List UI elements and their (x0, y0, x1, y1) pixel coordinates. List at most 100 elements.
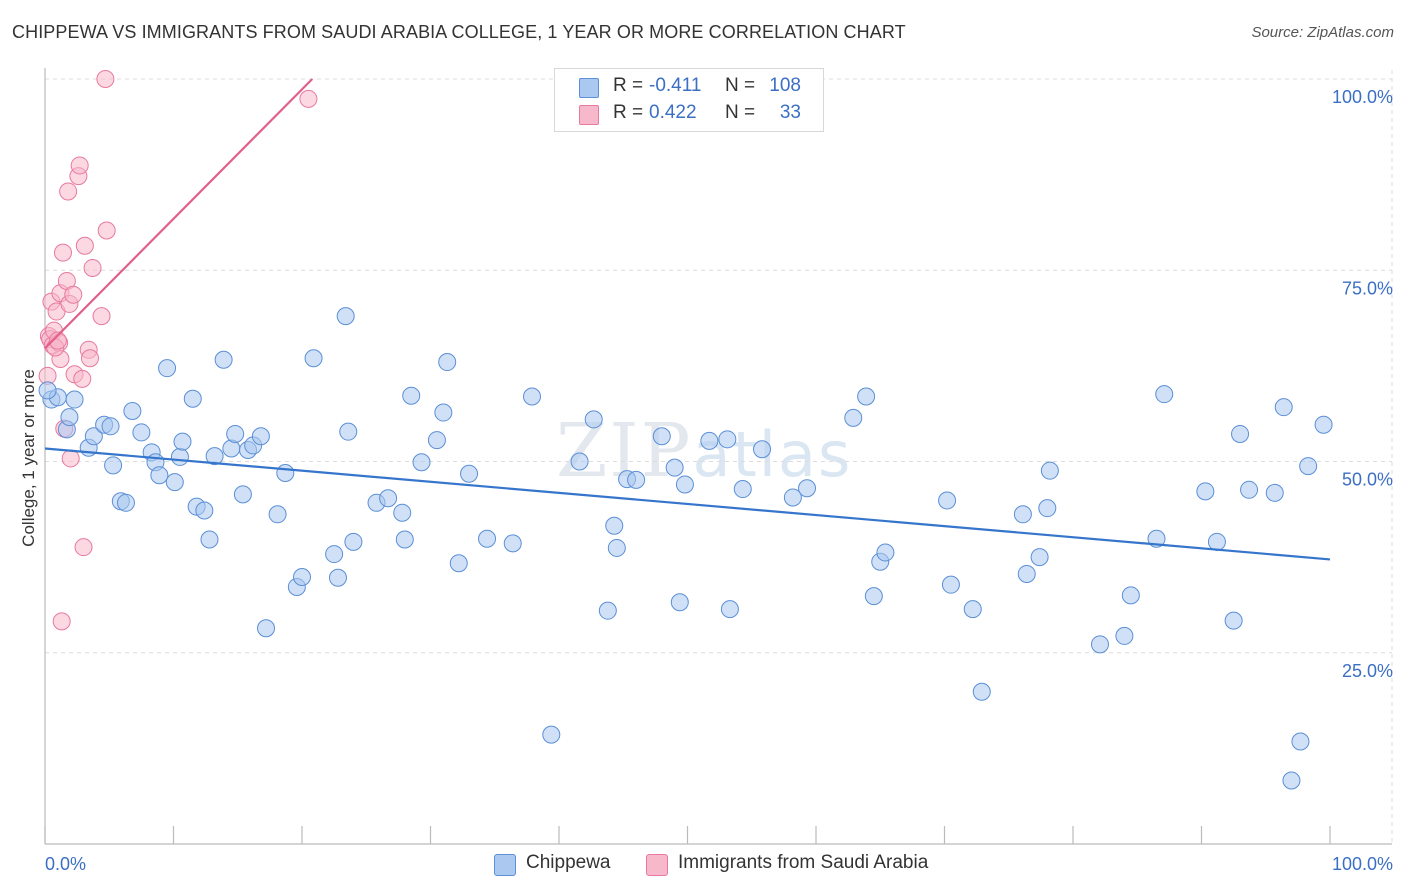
chippewa-point (665, 458, 684, 477)
legend-row-saudi: R = 0.422 N = 33 (555, 101, 823, 127)
saudi-point (83, 258, 102, 277)
y-tick-label: 50.0% (1342, 470, 1393, 490)
chippewa-point (173, 432, 192, 451)
legend-n-label: N = (725, 102, 756, 123)
tick-labels: 25.0% 50.0% 75.0% 100.0% 0.0% 100.0% (45, 87, 1393, 874)
chippewa-point (412, 453, 431, 472)
chippewa-point (65, 390, 84, 409)
chippewa-point (60, 408, 79, 427)
chippewa-point (864, 587, 883, 606)
chippewa-point (1038, 499, 1057, 518)
saudi-point (53, 243, 72, 262)
legend-row-chippewa: R = -0.411 N = 108 (555, 74, 823, 100)
axes (44, 68, 1392, 845)
chippewa-point (1265, 483, 1284, 502)
chippewa-point (150, 466, 169, 485)
y-tick-label: 100.0% (1332, 87, 1393, 107)
chippewa-point (1291, 732, 1310, 751)
chippewa-point (1155, 385, 1174, 404)
chippewa-point (478, 529, 497, 548)
saudi-point (52, 612, 71, 631)
saudi-points (38, 70, 318, 631)
legend-n-value: 108 (769, 75, 801, 96)
saudi-point (73, 369, 92, 388)
chippewa-point (233, 485, 252, 504)
chippewa-point (116, 493, 135, 512)
chippewa-point (652, 427, 671, 446)
chippewa-point (627, 470, 646, 489)
chippewa-point (427, 431, 446, 450)
saudi-point (48, 331, 67, 350)
chippewa-point (598, 601, 617, 620)
chippewa-point (670, 593, 689, 612)
chippewa-point (1090, 635, 1109, 654)
chippewa-point (276, 463, 295, 482)
chippewa-point (753, 440, 772, 459)
watermark-atlas: atlas (692, 418, 853, 491)
chippewa-point (214, 350, 233, 369)
chippewa-point (438, 353, 457, 372)
saudi-point (70, 156, 89, 175)
legend-swatch-chippewa (579, 78, 599, 98)
legend-r-value: 0.422 (649, 102, 697, 123)
saudi-point (64, 285, 83, 304)
trend-lines (44, 78, 1331, 561)
chippewa-point (38, 381, 57, 400)
chippewa-point (393, 503, 412, 522)
chippewa-point (605, 516, 624, 535)
chippewa-point (941, 575, 960, 594)
chippewa-point (938, 491, 957, 510)
chippewa-trend-line (44, 447, 1331, 561)
legend-r-label: R = (613, 102, 644, 123)
chippewa-point (1240, 480, 1259, 499)
legend-n-value: 33 (779, 102, 801, 123)
chart-title: CHIPPEWA VS IMMIGRANTS FROM SAUDI ARABIA… (12, 22, 906, 42)
chippewa-point (158, 359, 177, 378)
correlation-legend: R = -0.411 N = 108 R = 0.422 N = 33 (554, 68, 824, 132)
chippewa-point (165, 473, 184, 492)
chippewa-point (1282, 771, 1301, 790)
chippewa-point (379, 489, 398, 508)
chippewa-points (38, 307, 1333, 790)
chippewa-point (720, 600, 739, 619)
chippewa-point (972, 682, 991, 701)
chippewa-point (325, 545, 344, 564)
chippewa-point (876, 543, 895, 562)
chippewa-point (1274, 398, 1293, 417)
series-legend: Chippewa Immigrants from Saudi Arabia (0, 852, 1406, 876)
chippewa-point (1207, 532, 1226, 551)
chippewa-point (675, 475, 694, 494)
chippewa-point (101, 417, 120, 436)
chippewa-point (84, 427, 103, 446)
saudi-trend-line (44, 78, 314, 350)
chippewa-point (963, 600, 982, 619)
legend-swatch-saudi (579, 105, 599, 125)
chippewa-point (339, 422, 358, 441)
chippewa-point (304, 349, 323, 368)
chippewa-point (1040, 461, 1059, 480)
chippewa-point (503, 534, 522, 553)
saudi-point (97, 221, 116, 240)
chippewa-point (584, 410, 603, 429)
chippewa-point (1030, 548, 1049, 567)
chippewa-point (733, 480, 752, 499)
chippewa-point (226, 424, 245, 443)
saudi-point (59, 182, 78, 201)
chippewa-point (205, 447, 224, 466)
chippewa-point (293, 568, 311, 587)
chippewa-point (1121, 586, 1140, 605)
chippewa-point (844, 408, 863, 427)
chippewa-point (798, 479, 817, 498)
chippewa-point (268, 505, 287, 524)
x-tick-label: 0.0% (45, 854, 86, 874)
chippewa-point (434, 403, 453, 422)
chippewa-point (1314, 415, 1333, 434)
chippewa-point (783, 488, 802, 507)
chippewa-point (607, 538, 626, 557)
source-credit: Source: ZipAtlas.com (1251, 24, 1394, 41)
chippewa-point (570, 452, 589, 471)
chippewa-point (195, 501, 214, 520)
chippewa-point (123, 402, 142, 421)
chippewa-point (344, 532, 363, 551)
saudi-point (299, 89, 318, 108)
